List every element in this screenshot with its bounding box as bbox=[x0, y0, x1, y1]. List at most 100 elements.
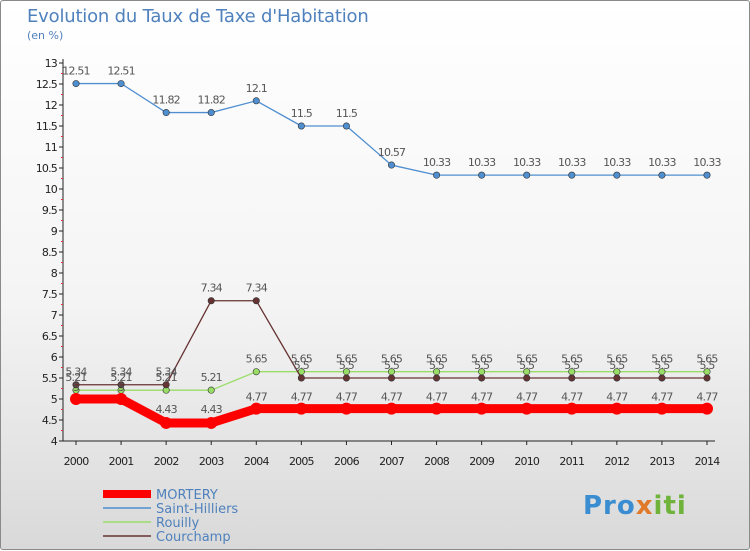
data-label-saint-hilliers: 12.51 bbox=[107, 65, 135, 78]
data-point-rouilly bbox=[207, 386, 215, 394]
y-tick-label: 5 bbox=[51, 393, 58, 406]
y-tick-label: 9 bbox=[51, 225, 58, 238]
x-tick-label: 2001 bbox=[109, 455, 134, 468]
data-labels: 5 5 4.43 4.43 4.77 4.77 4.77 4.77 4.77 4.77 4.77 4.… bbox=[62, 65, 722, 416]
x-tick-label: 2007 bbox=[379, 455, 405, 468]
data-label-mortery: 4.43 bbox=[201, 403, 223, 416]
data-point-courchamp bbox=[658, 374, 666, 382]
data-point-courchamp bbox=[433, 374, 441, 382]
data-point-courchamp bbox=[523, 374, 531, 382]
x-tick-label: 2004 bbox=[244, 455, 270, 468]
data-point-mortery bbox=[520, 402, 533, 415]
data-label-saint-hilliers: 12.1 bbox=[246, 82, 267, 95]
x-tick-label: 2002 bbox=[154, 455, 179, 468]
data-label-rouilly: 5.65 bbox=[291, 353, 313, 366]
legend-label-rouilly: Rouilly bbox=[156, 516, 199, 531]
proxiti-logo: Proxiti bbox=[583, 491, 687, 521]
data-point-courchamp bbox=[72, 381, 80, 389]
data-label-rouilly: 5.65 bbox=[336, 353, 358, 366]
axes: 4 4.5 5 5.5 6 6.5 7 7.5 8 8.5 9 9.5 10 10.5 11 11.5 12 12… bbox=[36, 57, 721, 468]
data-label-saint-hilliers: 10.57 bbox=[378, 146, 406, 159]
data-point-courchamp bbox=[297, 374, 305, 382]
data-point-mortery bbox=[250, 402, 263, 415]
y-tick-label: 5.5 bbox=[42, 372, 58, 385]
data-point-saint-hilliers bbox=[162, 109, 170, 117]
data-label-courchamp: 5.5 bbox=[384, 359, 400, 372]
data-label-rouilly: 5.65 bbox=[471, 353, 493, 366]
y-tick-label: 11.5 bbox=[36, 120, 58, 133]
data-label-rouilly: 5.65 bbox=[426, 353, 448, 366]
data-label-mortery: 4.77 bbox=[426, 391, 448, 404]
data-point-mortery bbox=[701, 402, 713, 415]
x-tick-label: 2005 bbox=[289, 455, 315, 468]
data-point-courchamp bbox=[252, 297, 260, 305]
y-tick-label: 6 bbox=[51, 351, 58, 364]
data-point-courchamp bbox=[387, 374, 395, 382]
data-label-courchamp: 7.34 bbox=[246, 282, 268, 295]
x-tick-label: 2009 bbox=[469, 455, 495, 468]
data-point-mortery bbox=[475, 402, 488, 415]
data-point-courchamp bbox=[703, 374, 711, 382]
data-point-mortery bbox=[295, 402, 308, 415]
data-point-mortery bbox=[70, 393, 82, 405]
data-label-mortery: 4.77 bbox=[651, 391, 673, 404]
x-tick-label: 2012 bbox=[604, 455, 629, 468]
x-tick-label: 2010 bbox=[514, 455, 540, 468]
data-label-courchamp: 5.5 bbox=[474, 359, 490, 372]
data-point-saint-hilliers bbox=[72, 80, 80, 88]
data-point-saint-hilliers bbox=[703, 171, 711, 179]
data-label-courchamp: 5.5 bbox=[339, 359, 355, 372]
data-label-saint-hilliers: 10.33 bbox=[648, 156, 676, 169]
y-tick-label: 7.5 bbox=[42, 288, 58, 301]
data-label-rouilly: 5.65 bbox=[246, 353, 268, 366]
data-point-mortery bbox=[385, 402, 398, 415]
data-label-mortery: 4.43 bbox=[155, 403, 177, 416]
y-tick-label: 8 bbox=[51, 267, 58, 280]
data-point-mortery bbox=[565, 402, 578, 415]
data-label-saint-hilliers: 10.33 bbox=[423, 156, 451, 169]
chart-unit: (en %) bbox=[27, 29, 64, 42]
data-point-courchamp bbox=[478, 374, 486, 382]
y-tick-label: 9.5 bbox=[42, 204, 58, 217]
data-label-mortery: 4.77 bbox=[381, 391, 403, 404]
x-tick-label: 2000 bbox=[64, 455, 90, 468]
data-point-saint-hilliers bbox=[433, 171, 441, 179]
data-label-saint-hilliers: 10.33 bbox=[558, 156, 586, 169]
data-point-mortery bbox=[610, 402, 623, 415]
data-point-saint-hilliers bbox=[658, 171, 666, 179]
data-label-courchamp: 5.5 bbox=[564, 359, 580, 372]
y-tick-label: 10.5 bbox=[36, 162, 58, 175]
data-label-mortery: 5 bbox=[118, 381, 125, 394]
data-point-mortery bbox=[430, 402, 443, 415]
data-label-mortery: 4.77 bbox=[291, 391, 313, 404]
data-label-mortery: 5 bbox=[73, 381, 80, 394]
legend-label-mortery: MORTERY bbox=[156, 488, 218, 503]
data-label-courchamp: 5.5 bbox=[429, 359, 445, 372]
y-tick-label: 10 bbox=[45, 183, 58, 196]
y-tick-label: 12.5 bbox=[36, 78, 58, 91]
y-tick-label: 11 bbox=[45, 141, 57, 154]
data-label-mortery: 4.77 bbox=[246, 391, 268, 404]
y-tick-label: 12 bbox=[45, 99, 57, 112]
data-label-mortery: 4.77 bbox=[471, 391, 493, 404]
data-label-mortery: 4.77 bbox=[696, 391, 718, 404]
data-label-rouilly: 5.65 bbox=[561, 353, 583, 366]
data-label-rouilly: 5.21 bbox=[110, 371, 131, 384]
data-point-mortery bbox=[115, 393, 128, 405]
y-tick-label: 4.5 bbox=[42, 414, 58, 427]
series-lines bbox=[70, 80, 713, 429]
data-point-courchamp bbox=[162, 381, 170, 389]
data-label-rouilly: 5.65 bbox=[696, 353, 718, 366]
x-tick-label: 2014 bbox=[695, 455, 721, 468]
data-point-mortery bbox=[160, 416, 173, 429]
data-label-saint-hilliers: 11.5 bbox=[291, 107, 313, 120]
data-label-rouilly: 5.65 bbox=[516, 353, 538, 366]
data-label-saint-hilliers: 10.33 bbox=[603, 156, 631, 169]
data-label-mortery: 4.77 bbox=[516, 391, 538, 404]
data-label-courchamp: 5.34 bbox=[65, 366, 87, 379]
data-point-saint-hilliers bbox=[568, 171, 576, 179]
y-tick-label: 13 bbox=[45, 57, 58, 70]
data-point-courchamp bbox=[117, 381, 125, 389]
